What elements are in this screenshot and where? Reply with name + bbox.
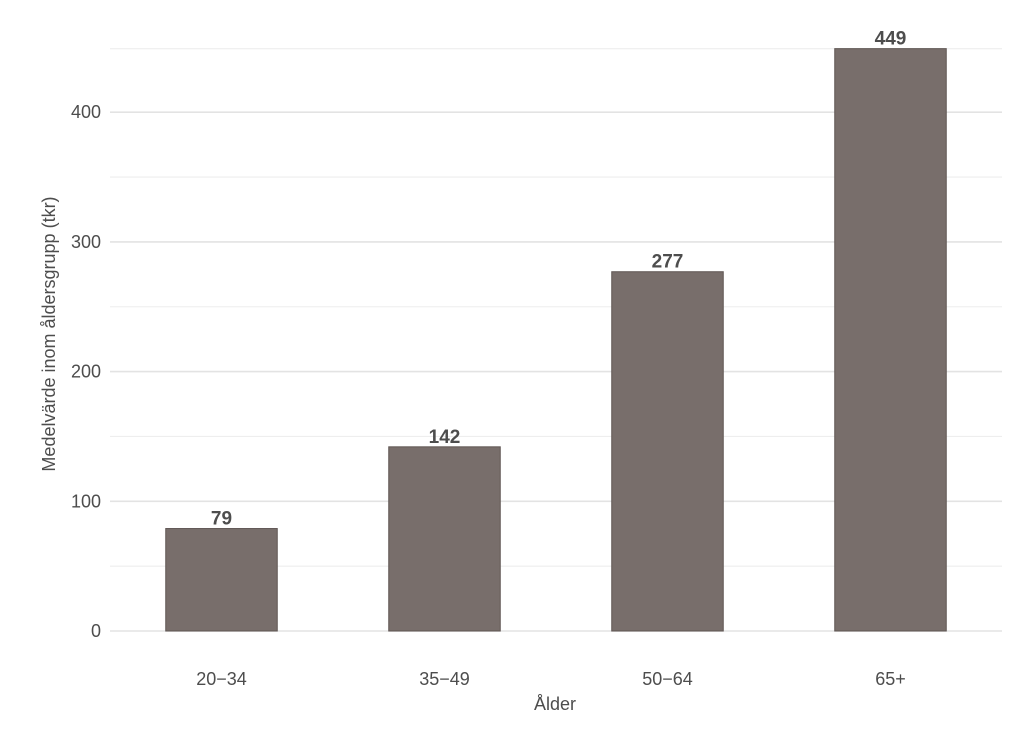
y-tick-label: 300 (71, 232, 101, 252)
x-tick-label: 20−34 (196, 669, 247, 689)
y-tick-label: 100 (71, 491, 101, 511)
bar-value-label: 449 (875, 29, 907, 50)
bar-value-label: 277 (652, 252, 684, 273)
data-labels: 79 142 277 449 (211, 29, 906, 530)
bar (388, 446, 501, 632)
x-tick-label: 65+ (875, 669, 906, 689)
x-tick-label: 35−49 (419, 669, 470, 689)
y-axis-title: Medelvärde inom åldersgrupp (tkr) (39, 196, 59, 471)
x-axis-title: Ålder (534, 694, 576, 714)
bar (165, 528, 278, 632)
y-axis-tick-labels: 0 100 200 300 400 (71, 102, 101, 641)
y-tick-label: 200 (71, 362, 101, 382)
bar-value-label: 142 (429, 427, 461, 448)
x-axis-tick-labels: 20−34 35−49 50−64 65+ (196, 669, 906, 689)
y-tick-label: 400 (71, 102, 101, 122)
x-tick-label: 50−64 (642, 669, 693, 689)
y-tick-label: 0 (91, 621, 101, 641)
bar (834, 48, 947, 632)
bar (611, 271, 724, 632)
bars (165, 48, 947, 632)
bar-value-label: 79 (211, 509, 232, 530)
